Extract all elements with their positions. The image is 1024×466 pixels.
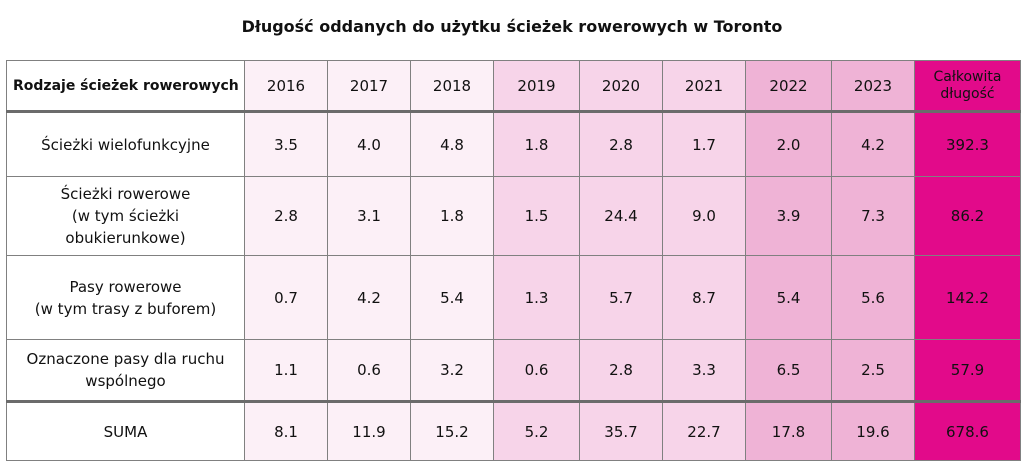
header-total-line2: długość bbox=[940, 85, 995, 102]
value-cell: 4.2 bbox=[327, 255, 411, 340]
value-cell: 2.8 bbox=[579, 339, 663, 402]
value-cell: 0.6 bbox=[493, 339, 580, 402]
header-label: Rodzaje ścieżek rowerowych bbox=[6, 60, 245, 113]
value-cell: 2.5 bbox=[831, 339, 915, 402]
sum-cell: 35.7 bbox=[579, 400, 663, 461]
header-year: 2017 bbox=[327, 60, 411, 113]
row-label-line2: wspólnego bbox=[85, 372, 166, 390]
total-cell: 392.3 bbox=[914, 111, 1021, 177]
value-cell: 1.8 bbox=[410, 176, 494, 256]
value-cell: 5.7 bbox=[579, 255, 663, 340]
sum-total-cell: 678.6 bbox=[914, 400, 1021, 461]
sum-cell: 11.9 bbox=[327, 400, 411, 461]
value-cell: 9.0 bbox=[662, 176, 746, 256]
sum-label: SUMA bbox=[6, 400, 245, 461]
sum-cell: 8.1 bbox=[244, 400, 328, 461]
sum-cell: 19.6 bbox=[831, 400, 915, 461]
value-cell: 1.3 bbox=[493, 255, 580, 340]
row-label-line2: (w tym trasy z buforem) bbox=[34, 299, 217, 318]
header-row: Rodzaje ścieżek rowerowych 2016 2017 201… bbox=[6, 60, 1021, 113]
table-row: Ścieżki wielofunkcyjne 3.5 4.0 4.8 1.8 2… bbox=[6, 111, 1021, 177]
sum-row: SUMA 8.1 11.9 15.2 5.2 35.7 22.7 17.8 19… bbox=[6, 400, 1021, 461]
value-cell: 1.7 bbox=[662, 111, 746, 177]
value-cell: 5.4 bbox=[410, 255, 494, 340]
sum-cell: 15.2 bbox=[410, 400, 494, 461]
row-label-line1: Oznaczone pasy dla ruchu bbox=[26, 350, 225, 368]
total-cell: 86.2 bbox=[914, 176, 1021, 256]
value-cell: 1.1 bbox=[244, 339, 328, 402]
row-label: Ścieżki rowerowe (w tym ścieżki obukieru… bbox=[6, 176, 245, 256]
value-cell: 3.3 bbox=[662, 339, 746, 402]
value-cell: 2.0 bbox=[745, 111, 832, 177]
bike-lanes-table: Rodzaje ścieżek rowerowych 2016 2017 201… bbox=[6, 60, 1021, 461]
header-total-line1: Całkowita bbox=[933, 68, 1002, 85]
header-year: 2018 bbox=[410, 60, 494, 113]
table-row: Ścieżki rowerowe (w tym ścieżki obukieru… bbox=[6, 176, 1021, 256]
sum-cell: 17.8 bbox=[745, 400, 832, 461]
header-year: 2019 bbox=[493, 60, 580, 113]
header-year: 2016 bbox=[244, 60, 328, 113]
value-cell: 7.3 bbox=[831, 176, 915, 256]
value-cell: 3.2 bbox=[410, 339, 494, 402]
header-year: 2023 bbox=[831, 60, 915, 113]
value-cell: 5.4 bbox=[745, 255, 832, 340]
value-cell: 8.7 bbox=[662, 255, 746, 340]
row-label-line2: (w tym ścieżki obukierunkowe) bbox=[65, 207, 186, 247]
value-cell: 2.8 bbox=[244, 176, 328, 256]
header-year: 2021 bbox=[662, 60, 746, 113]
chart-title: Długość oddanych do użytku ścieżek rower… bbox=[241, 17, 783, 36]
total-cell: 57.9 bbox=[914, 339, 1021, 402]
row-label-line1: Ścieżki wielofunkcyjne bbox=[41, 135, 210, 154]
value-cell: 4.2 bbox=[831, 111, 915, 177]
value-cell: 0.6 bbox=[327, 339, 411, 402]
header-total: Całkowita długość bbox=[914, 60, 1021, 113]
value-cell: 2.8 bbox=[579, 111, 663, 177]
value-cell: 0.7 bbox=[244, 255, 328, 340]
value-cell: 1.5 bbox=[493, 176, 580, 256]
row-label-line1: Pasy rowerowe bbox=[69, 277, 182, 296]
table-row: Oznaczone pasy dla ruchu wspólnego 1.1 0… bbox=[6, 339, 1021, 402]
value-cell: 6.5 bbox=[745, 339, 832, 402]
value-cell: 3.9 bbox=[745, 176, 832, 256]
value-cell: 1.8 bbox=[493, 111, 580, 177]
value-cell: 5.6 bbox=[831, 255, 915, 340]
sum-cell: 5.2 bbox=[493, 400, 580, 461]
row-label-line1: Ścieżki rowerowe bbox=[60, 185, 191, 203]
value-cell: 3.1 bbox=[327, 176, 411, 256]
value-cell: 4.8 bbox=[410, 111, 494, 177]
row-label: Pasy rowerowe (w tym trasy z buforem) bbox=[6, 255, 245, 340]
total-cell: 142.2 bbox=[914, 255, 1021, 340]
value-cell: 4.0 bbox=[327, 111, 411, 177]
row-label: Oznaczone pasy dla ruchu wspólnego bbox=[6, 339, 245, 402]
value-cell: 24.4 bbox=[579, 176, 663, 256]
row-label: Ścieżki wielofunkcyjne bbox=[6, 111, 245, 177]
header-year: 2022 bbox=[745, 60, 832, 113]
table-row: Pasy rowerowe (w tym trasy z buforem) 0.… bbox=[6, 255, 1021, 340]
header-year: 2020 bbox=[579, 60, 663, 113]
sum-cell: 22.7 bbox=[662, 400, 746, 461]
value-cell: 3.5 bbox=[244, 111, 328, 177]
